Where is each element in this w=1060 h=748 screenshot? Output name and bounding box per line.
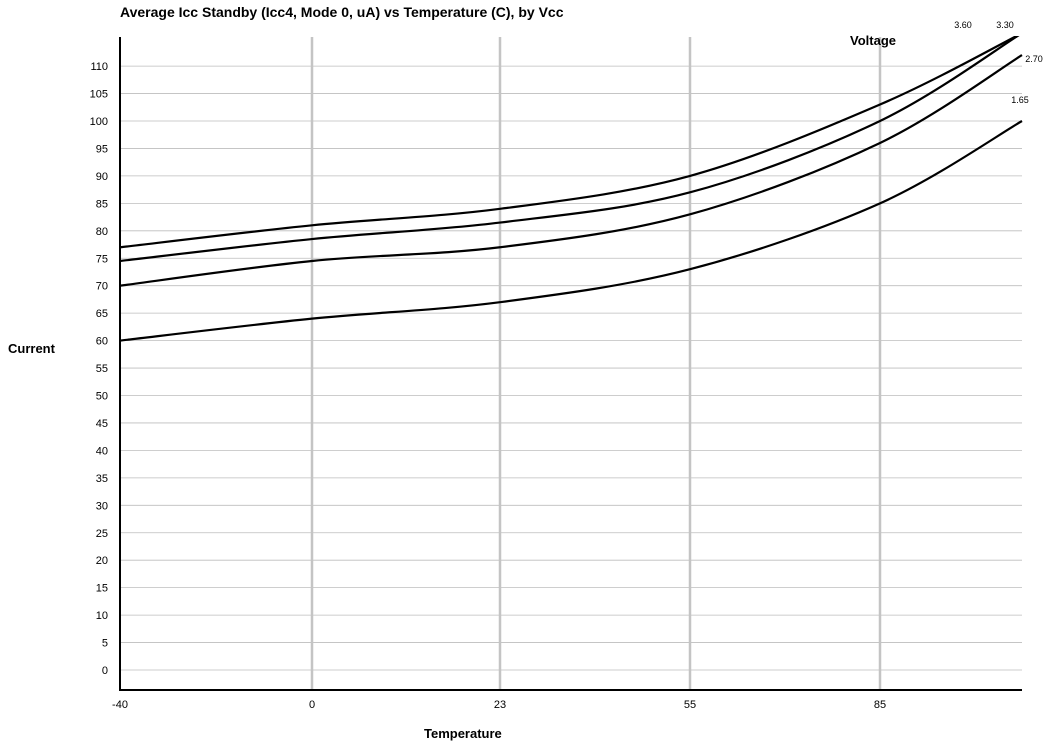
y-tick-label: 45 — [96, 418, 108, 430]
series-lines — [119, 36, 1023, 342]
y-tick-label: 100 — [90, 116, 108, 128]
series-label: 3.60 — [954, 20, 972, 30]
y-tick-label: 30 — [96, 500, 108, 512]
y-axis-label: Current — [8, 341, 56, 356]
series-line-3-60 — [119, 36, 1019, 249]
y-tick-label: 75 — [96, 253, 108, 265]
x-tick-label: 55 — [684, 699, 696, 711]
x-tick-label: 85 — [874, 699, 886, 711]
series-labels: 3.60 3.30 2.70 1.65 — [954, 20, 1043, 105]
axes — [119, 37, 1022, 691]
series-line-3-30 — [119, 36, 1020, 263]
y-tick-label: 110 — [90, 61, 108, 73]
x-tick-label: -40 — [112, 699, 128, 711]
y-tick-label: 35 — [96, 473, 108, 485]
series-line-1-65 — [119, 120, 1023, 342]
y-tick-label: 40 — [96, 445, 108, 457]
grid-lines — [120, 37, 1022, 690]
chart-title: Average Icc Standby (Icc4, Mode 0, uA) v… — [120, 4, 564, 20]
y-tick-label: 70 — [96, 281, 108, 293]
y-tick-label: 90 — [96, 171, 108, 183]
y-tick-label: 10 — [96, 610, 108, 622]
y-tick-label: 95 — [96, 143, 108, 155]
x-tick-labels: -40 0 23 55 85 — [112, 699, 886, 711]
y-tick-labels: 0 5 10 15 20 25 30 35 40 45 50 55 60 65 70 75 80 85 90 95 10… — [90, 61, 108, 677]
legend-title: Voltage — [850, 33, 896, 48]
y-tick-label: 20 — [96, 555, 108, 567]
y-tick-label: 60 — [96, 336, 108, 348]
x-axis-label: Temperature — [424, 726, 502, 741]
y-tick-label: 65 — [96, 308, 108, 320]
y-tick-label: 80 — [96, 226, 108, 238]
series-label: 2.70 — [1025, 54, 1043, 64]
series-line-2-70 — [119, 54, 1023, 287]
x-tick-label: 0 — [309, 699, 315, 711]
y-tick-label: 55 — [96, 363, 108, 375]
y-tick-label: 50 — [96, 391, 108, 403]
y-tick-label: 5 — [102, 638, 108, 650]
y-tick-label: 105 — [90, 89, 108, 101]
y-tick-label: 85 — [96, 198, 108, 210]
x-tick-label: 23 — [494, 699, 506, 711]
series-label: 3.30 — [996, 20, 1014, 30]
series-label: 1.65 — [1011, 95, 1029, 105]
y-tick-label: 15 — [96, 583, 108, 595]
y-tick-label: 0 — [102, 665, 108, 677]
y-tick-label: 25 — [96, 528, 108, 540]
